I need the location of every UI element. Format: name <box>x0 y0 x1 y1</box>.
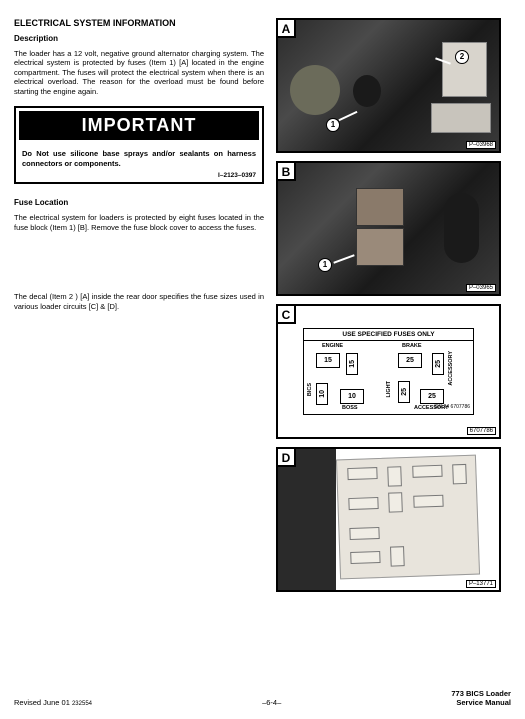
fuse-location-text: The electrical system for loaders is pro… <box>14 213 264 232</box>
callout-b1: 1 <box>318 258 332 272</box>
figure-a-code: P–03968 <box>466 141 496 149</box>
description-heading: Description <box>14 34 264 43</box>
fuse-sw: SW 94 6707786 <box>434 404 470 410</box>
callout-a2: 2 <box>455 50 469 64</box>
fuse-panel: USE SPECIFIED FUSES ONLY ENGINE 15 15 BI… <box>303 328 474 415</box>
footer-revised: Revised June 01 <box>14 698 70 707</box>
figure-c-label: C <box>278 306 296 324</box>
decal-text: The decal (Item 2 ) [A] inside the rear … <box>14 292 264 311</box>
fuse-e2: 15 <box>346 353 358 375</box>
page-footer: Revised June 01 232554 –6-4– 773 BICS Lo… <box>14 689 511 707</box>
figure-d: D P–13771 <box>276 447 501 592</box>
callout-a1: 1 <box>326 118 340 132</box>
figure-d-label: D <box>278 449 296 467</box>
fuse-br1: 25 <box>398 353 422 368</box>
figure-d-code: P–13771 <box>466 580 496 588</box>
fuse-panel-title: USE SPECIFIED FUSES ONLY <box>304 329 473 341</box>
important-code: I–2123–0397 <box>16 172 262 182</box>
footer-manual: Service Manual <box>451 698 511 707</box>
figure-a: A 1 2 P–03968 <box>276 18 501 153</box>
fuse-l1: 25 <box>398 381 410 403</box>
fuse-a2: 25 <box>432 353 444 375</box>
section-title: ELECTRICAL SYSTEM INFORMATION <box>14 18 264 28</box>
figure-b-code: P–03965 <box>466 284 496 292</box>
fuse-location-heading: Fuse Location <box>14 198 264 207</box>
lbl-boss: BOSS <box>342 405 358 411</box>
figure-a-label: A <box>278 20 296 38</box>
fuse-a1: 25 <box>420 389 444 404</box>
description-text: The loader has a 12 volt, negative groun… <box>14 49 264 96</box>
fuse-b2: 10 <box>340 389 364 404</box>
important-heading: IMPORTANT <box>19 111 259 140</box>
important-box: IMPORTANT Do Not use silicone base spray… <box>14 106 264 185</box>
lbl-bics: BICS <box>307 383 313 396</box>
figure-b-label: B <box>278 163 296 181</box>
lbl-acc2: ACCESSORY <box>448 351 454 386</box>
footer-leftnum: 232554 <box>72 701 92 707</box>
fuse-b1: 10 <box>316 383 328 405</box>
figure-b: B 1 P–03965 <box>276 161 501 296</box>
important-text: Do Not use silicone base sprays and/or s… <box>16 143 262 173</box>
lbl-engine: ENGINE <box>322 343 343 349</box>
footer-model: 773 BICS Loader <box>451 689 511 698</box>
fuse-e1: 15 <box>316 353 340 368</box>
figure-c: C USE SPECIFIED FUSES ONLY ENGINE 15 15 … <box>276 304 501 439</box>
lbl-brake: BRAKE <box>402 343 422 349</box>
lbl-light: LIGHT <box>386 381 392 398</box>
footer-page: –6-4– <box>262 698 281 707</box>
figure-c-panel: 6707786 <box>467 427 496 435</box>
